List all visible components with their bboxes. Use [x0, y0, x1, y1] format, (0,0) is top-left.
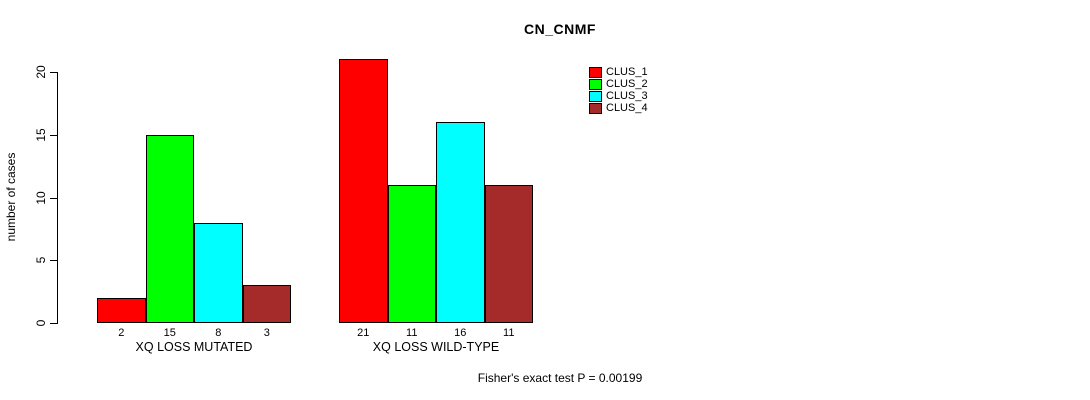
y-axis-line	[57, 72, 58, 324]
legend-label-clus_3: CLUS_3	[606, 90, 648, 102]
legend-label-clus_1: CLUS_1	[606, 66, 648, 78]
legend-row-clus_3: CLUS_3	[589, 90, 648, 102]
x-category-label-2: XQ LOSS WILD-TYPE	[372, 340, 500, 354]
bar-clus_3-group2	[436, 122, 485, 323]
y-tick-label-15: 15	[34, 128, 48, 142]
legend-label-clus_4: CLUS_4	[606, 102, 648, 114]
y-axis-label: number of cases	[4, 152, 18, 242]
bar-value-clus_1-group1: 2	[118, 327, 125, 339]
bar-value-clus_1-group2: 21	[357, 327, 370, 339]
bar-clus_1-group2	[339, 59, 388, 323]
bar-clus_1-group1	[97, 298, 146, 323]
y-tick-15	[50, 135, 57, 136]
legend-row-clus_1: CLUS_1	[589, 66, 648, 78]
bar-clus_4-group2	[485, 185, 533, 323]
y-tick-20	[50, 72, 57, 73]
legend: CLUS_1 CLUS_2 CLUS_3 CLUS_4	[589, 66, 648, 114]
y-tick-label-10: 10	[34, 191, 48, 205]
chart-title: CN_CNMF	[524, 21, 596, 37]
y-tick-10	[50, 198, 57, 199]
legend-swatch-clus_4	[589, 102, 602, 114]
legend-swatch-clus_2	[589, 78, 602, 90]
bar-value-clus_4-group2: 11	[503, 327, 515, 339]
bar-value-clus_3-group1: 8	[215, 327, 222, 339]
bar-value-clus_2-group2: 11	[406, 327, 418, 339]
x-category-label-1: XQ LOSS MUTATED	[135, 340, 253, 354]
bar-clus_3-group1	[194, 223, 243, 323]
y-tick-label-20: 20	[34, 65, 48, 79]
bar-value-clus_3-group2: 16	[454, 327, 467, 339]
bar-clus_2-group2	[388, 185, 436, 323]
legend-swatch-clus_1	[589, 66, 602, 78]
legend-label-clus_2: CLUS_2	[606, 78, 648, 90]
legend-swatch-clus_3	[589, 90, 602, 102]
bar-value-clus_4-group1: 3	[263, 327, 270, 339]
legend-row-clus_2: CLUS_2	[589, 78, 648, 90]
bar-clus_4-group1	[243, 285, 291, 323]
y-tick-label-5: 5	[34, 256, 48, 264]
y-tick-5	[50, 260, 57, 261]
y-tick-0	[50, 323, 57, 324]
annotation-fisher-test: Fisher's exact test P = 0.00199	[477, 371, 643, 385]
bar-clus_2-group1	[146, 135, 194, 323]
bar-value-clus_2-group1: 15	[163, 327, 176, 339]
y-tick-label-0: 0	[34, 319, 48, 327]
legend-row-clus_4: CLUS_4	[589, 102, 648, 114]
